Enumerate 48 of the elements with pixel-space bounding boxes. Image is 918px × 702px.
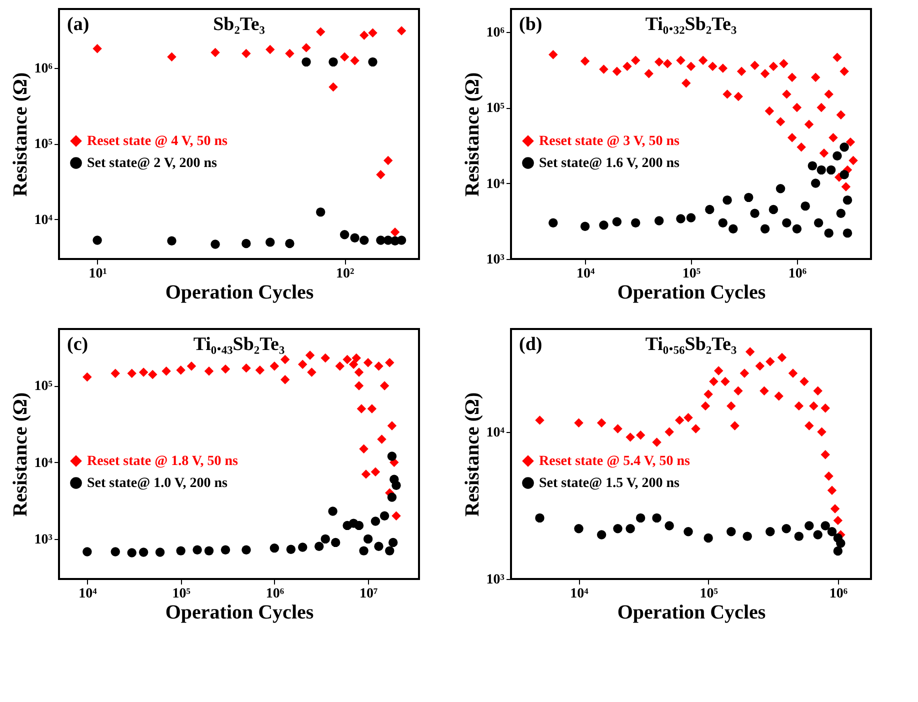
legend-label: Reset state @ 4 V, 50 ns bbox=[87, 134, 228, 149]
y-axis-title: Resistance (Ω) bbox=[9, 72, 32, 197]
legend-label: Reset state @ 1.8 V, 50 ns bbox=[87, 454, 238, 469]
y-tick-label: 10³ bbox=[486, 252, 504, 268]
y-tick-label: 10³ bbox=[34, 532, 52, 548]
x-axis-title: Operation Cycles bbox=[617, 282, 766, 304]
y-axis-title: Resistance (Ω) bbox=[9, 392, 32, 517]
x-tick-label: 10⁷ bbox=[359, 586, 378, 602]
legend-label: Set state@ 1.0 V, 200 ns bbox=[87, 476, 228, 491]
y-tick-label: 10⁴ bbox=[34, 212, 54, 228]
x-tick-label: 10⁵ bbox=[700, 586, 718, 602]
legend-label: Reset state @ 3 V, 50 ns bbox=[539, 134, 680, 149]
x-tick-label: 10¹ bbox=[88, 266, 107, 282]
chart-title: Ti₀.₅₆Sb₂Te₃ bbox=[645, 334, 737, 355]
y-tick-label: 10⁵ bbox=[486, 101, 504, 116]
x-tick-label: 10² bbox=[336, 266, 354, 282]
legend-label: Set state@ 1.6 V, 200 ns bbox=[539, 156, 680, 171]
chart-title: Sb₂Te₃ bbox=[213, 14, 266, 35]
y-tick-label: 10³ bbox=[486, 572, 504, 588]
x-tick-label: 10⁴ bbox=[576, 266, 596, 282]
legend-label: Set state@ 2 V, 200 ns bbox=[87, 156, 218, 171]
legend-label: Reset state @ 5.4 V, 50 ns bbox=[539, 454, 690, 469]
annotation: (c) bbox=[67, 334, 88, 355]
y-tick-label: 10⁵ bbox=[34, 137, 52, 152]
x-tick-label: 10⁵ bbox=[172, 586, 190, 602]
x-axis-title: Operation Cycles bbox=[165, 602, 314, 624]
x-tick-label: 10⁵ bbox=[682, 266, 701, 282]
chart-title: Ti₀.₃₂Sb₂Te₃ bbox=[645, 14, 737, 35]
x-tick-label: 10⁶ bbox=[829, 586, 848, 602]
x-axis-title: Operation Cycles bbox=[617, 602, 766, 624]
annotation: (d) bbox=[519, 334, 542, 355]
y-tick-label: 10⁴ bbox=[486, 176, 506, 192]
y-tick-label: 10⁶ bbox=[34, 61, 52, 76]
x-tick-label: 10⁶ bbox=[266, 586, 284, 602]
chart-title: Ti₀.₄₃Sb₂Te₃ bbox=[193, 334, 285, 355]
x-tick-label: 10⁶ bbox=[788, 266, 807, 282]
y-tick-label: 10⁶ bbox=[486, 25, 504, 40]
y-axis-title: Resistance (Ω) bbox=[461, 392, 484, 517]
y-tick-label: 10⁴ bbox=[486, 425, 506, 440]
x-axis-title: Operation Cycles bbox=[165, 282, 314, 304]
y-tick-label: 10⁴ bbox=[34, 456, 54, 471]
legend-label: Set state@ 1.5 V, 200 ns bbox=[539, 476, 680, 491]
annotation: (b) bbox=[519, 14, 542, 35]
annotation: (a) bbox=[67, 14, 90, 35]
x-tick-label: 10⁴ bbox=[570, 586, 590, 602]
x-tick-label: 10⁴ bbox=[78, 586, 98, 602]
y-tick-label: 10⁵ bbox=[34, 379, 52, 394]
y-axis-title: Resistance (Ω) bbox=[461, 72, 484, 197]
